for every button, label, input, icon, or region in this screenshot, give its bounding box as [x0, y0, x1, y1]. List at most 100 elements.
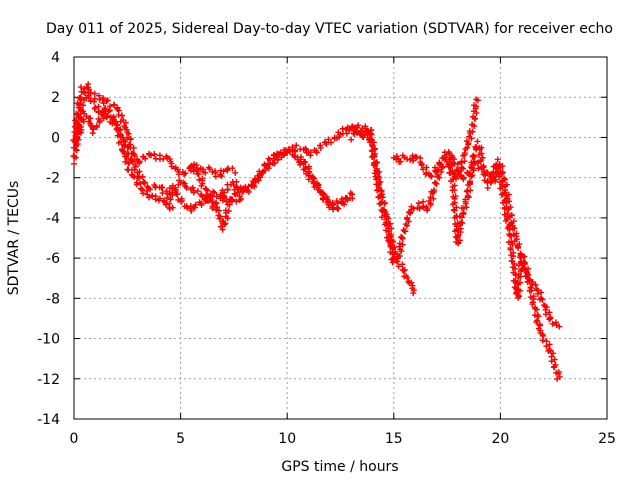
data-point — [173, 190, 180, 197]
data-point — [399, 234, 406, 241]
data-point — [449, 187, 456, 194]
data-point — [211, 168, 218, 175]
data-point — [335, 205, 342, 212]
data-point — [546, 316, 553, 323]
data-point — [400, 227, 407, 234]
data-point — [203, 186, 210, 193]
y-tick-label: -2 — [46, 171, 60, 187]
data-point — [255, 177, 262, 184]
data-point — [401, 266, 408, 273]
data-point — [106, 107, 113, 114]
data-point — [470, 152, 477, 159]
data-point — [455, 226, 462, 233]
data-point — [420, 203, 427, 210]
data-point — [167, 196, 174, 203]
data-point — [169, 189, 176, 196]
data-point — [211, 201, 218, 208]
data-point — [71, 160, 77, 167]
data-point — [431, 179, 438, 186]
data-point — [121, 123, 128, 130]
data-point — [129, 158, 136, 165]
data-point — [306, 168, 313, 175]
data-point — [250, 178, 257, 185]
data-point — [490, 176, 497, 183]
data-point — [469, 153, 476, 160]
data-point — [96, 119, 103, 126]
data-point — [503, 181, 510, 188]
data-point — [548, 358, 555, 365]
data-point — [303, 146, 310, 153]
data-point — [211, 189, 218, 196]
data-point — [121, 142, 128, 149]
data-point — [202, 196, 209, 203]
data-point — [551, 363, 558, 370]
data-point — [403, 222, 410, 229]
data-point — [105, 108, 112, 115]
data-point — [324, 199, 331, 206]
data-point — [364, 130, 371, 137]
data-point — [80, 108, 87, 115]
data-point — [225, 208, 232, 215]
data-point — [466, 170, 473, 177]
data-point — [550, 350, 557, 357]
data-point — [505, 191, 512, 198]
data-point — [198, 200, 205, 207]
data-point — [371, 170, 378, 177]
data-point — [224, 186, 231, 193]
data-point — [394, 251, 401, 258]
data-point — [168, 163, 175, 170]
data-point — [529, 280, 536, 287]
data-point — [532, 305, 539, 312]
data-point — [199, 166, 206, 173]
data-point — [169, 204, 176, 211]
data-point — [77, 84, 84, 91]
data-point — [289, 144, 296, 151]
data-point — [509, 264, 516, 271]
data-point — [162, 199, 169, 206]
data-point — [239, 188, 246, 195]
data-point — [251, 178, 258, 185]
data-point — [99, 96, 106, 103]
data-point — [109, 120, 116, 127]
data-point — [478, 164, 485, 171]
data-point — [111, 102, 118, 109]
data-point — [423, 164, 430, 171]
data-point — [498, 191, 505, 198]
data-point — [314, 184, 321, 191]
x-axis-title: GPS time / hours — [281, 459, 398, 475]
data-point — [387, 243, 394, 250]
data-point — [438, 168, 445, 175]
data-point — [310, 174, 317, 181]
data-point — [390, 250, 397, 257]
data-point — [547, 315, 554, 322]
data-point — [136, 158, 143, 165]
data-point — [199, 180, 206, 187]
data-point — [410, 205, 417, 212]
data-point — [517, 279, 523, 286]
data-point — [126, 160, 133, 167]
data-point — [95, 92, 102, 99]
data-point — [117, 133, 124, 140]
data-point — [461, 149, 468, 156]
data-point — [426, 197, 433, 204]
data-point — [371, 146, 378, 153]
data-point — [375, 186, 382, 193]
data-point — [104, 97, 111, 104]
data-point — [73, 142, 80, 149]
data-point — [500, 199, 507, 206]
data-point — [260, 168, 267, 175]
data-point — [85, 92, 92, 99]
data-point — [529, 299, 536, 306]
data-point — [430, 195, 437, 202]
data-point — [508, 257, 515, 264]
data-point — [401, 228, 408, 235]
data-point — [234, 189, 241, 196]
data-point — [556, 323, 563, 330]
data-point — [376, 200, 383, 207]
data-point — [371, 153, 378, 160]
data-point — [394, 258, 401, 265]
data-point — [424, 205, 431, 212]
data-point — [228, 196, 234, 203]
data-point — [274, 156, 281, 163]
data-point — [127, 135, 134, 142]
